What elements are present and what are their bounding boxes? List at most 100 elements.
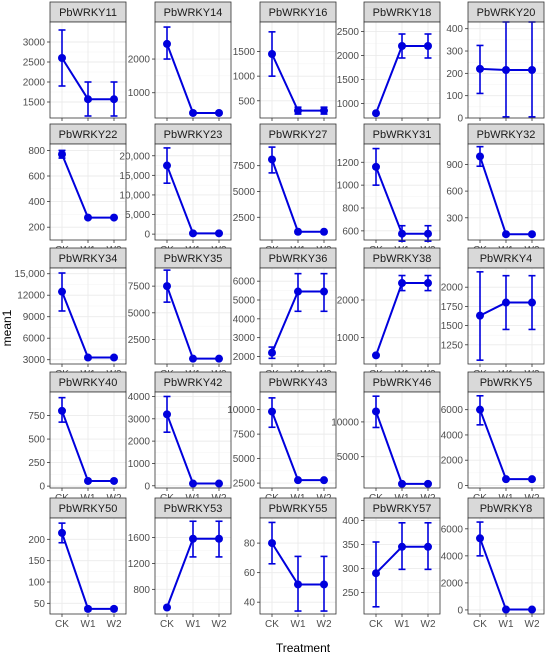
panel-border (154, 391, 232, 489)
y-tick-label: 2500 (233, 479, 256, 490)
y-tick-label: 50 (34, 599, 46, 610)
y-tick-label: 7500 (233, 430, 256, 441)
x-tick-label: W2 (421, 619, 436, 630)
facet-panel: PbWRKY22200400600800CKW1W2 (28, 123, 127, 256)
y-tick-label: 6000 (23, 334, 46, 345)
y-tick-label: 0 (457, 481, 463, 492)
y-tick-label: 1500 (441, 321, 464, 332)
data-point (189, 108, 197, 117)
y-tick-label: 9000 (23, 312, 46, 323)
y-tick-label: 3000 (128, 414, 151, 425)
data-point (398, 479, 406, 488)
data-point (372, 351, 380, 360)
y-tick-label: 10000 (331, 417, 359, 428)
y-tick-label: 300 (446, 213, 463, 224)
y-tick-label: 0 (457, 114, 463, 125)
data-point (372, 569, 380, 578)
y-tick-label: 400 (342, 516, 359, 527)
data-point (84, 353, 92, 362)
data-point (372, 109, 380, 118)
data-point (294, 287, 302, 296)
y-tick-label: 200 (446, 69, 463, 80)
facet-title: PbWRKY5 (480, 377, 533, 389)
data-point (189, 534, 197, 543)
data-point (215, 479, 223, 488)
panel-border (363, 143, 441, 241)
y-tick-label: 15,000 (14, 269, 45, 280)
panel-border (467, 517, 545, 615)
y-tick-label: 600 (28, 172, 45, 183)
facet-title: PbWRKY42 (164, 377, 223, 389)
y-tick-label: 3000 (23, 355, 46, 366)
facet-panel: PbWRKY46500010000CKW1W2 (331, 371, 441, 504)
y-tick-label: 600 (446, 187, 463, 198)
x-tick-label: W2 (317, 619, 332, 630)
facet-title: PbWRKY11 (59, 7, 117, 19)
y-tick-label: 2500 (337, 27, 360, 38)
facet-panel: PbWRKY1650010001500CKW1W2 (233, 1, 337, 134)
data-point (320, 227, 328, 236)
y-tick-label: 100 (446, 91, 463, 102)
y-tick-label: 2000 (441, 456, 464, 467)
data-point (476, 534, 484, 543)
facet-panel: PbWRKY27250050007500CKW1W2 (233, 123, 337, 256)
panel-border (363, 391, 441, 489)
y-tick-label: 2000 (128, 437, 151, 448)
y-tick-label: 0 (144, 481, 150, 492)
y-tick-label: 800 (28, 146, 45, 157)
facet-panel: PbWRKY50 50 100 150 200 CK W1 W2 (28, 497, 127, 630)
y-tick-label: 1000 (128, 88, 151, 99)
data-point (528, 605, 536, 614)
y-tick-label: 750 (28, 411, 45, 422)
data-point (320, 287, 328, 296)
y-tick-label: 4000 (441, 551, 464, 562)
panel-border (154, 21, 232, 119)
y-tick-label: 1500 (337, 75, 360, 86)
data-point (189, 354, 197, 363)
data-point (215, 229, 223, 238)
y-tick-label: 250 (342, 588, 359, 599)
x-tick-label: W1 (395, 619, 410, 630)
y-tick-label: 15,000 (119, 171, 150, 182)
panel-border (259, 517, 337, 615)
data-point (84, 604, 92, 613)
panel-border (259, 21, 337, 119)
y-tick-label: 0 (457, 605, 463, 616)
data-point (268, 348, 276, 357)
panel-border (49, 517, 127, 615)
y-tick-label: 6000 (441, 405, 464, 416)
y-tick-label: 500 (238, 96, 255, 107)
data-point (476, 405, 484, 414)
y-tick-label: 1000 (233, 72, 256, 83)
y-tick-label: 1200 (337, 158, 360, 169)
data-point (215, 534, 223, 543)
y-tick-label: 1000 (337, 333, 360, 344)
facet-title: PbWRKY20 (477, 7, 536, 19)
data-point (424, 479, 432, 488)
panel-border (467, 267, 545, 365)
y-tick-label: 1500 (233, 47, 256, 58)
data-point (372, 407, 380, 416)
data-point (110, 476, 118, 485)
data-point (110, 213, 118, 222)
y-tick-label: 2000 (441, 578, 464, 589)
x-tick-label: CK (55, 619, 69, 630)
y-tick-label: 400 (446, 24, 463, 35)
y-tick-label: 2000 (441, 283, 464, 294)
data-point (163, 161, 171, 170)
facet-title: PbWRKY46 (373, 377, 432, 389)
data-point (320, 580, 328, 589)
facet-panel: PbWRKY32300600900CKW1W2 (446, 123, 545, 256)
y-tick-label: 300 (446, 47, 463, 58)
x-tick-label: W2 (525, 619, 540, 630)
data-point (476, 152, 484, 161)
y-tick-label: 6000 (441, 524, 464, 535)
y-tick-label: 1200 (128, 559, 151, 570)
panel-border (467, 143, 545, 241)
y-tick-label: 20,000 (119, 151, 150, 162)
facet-panel: PbWRKY57 250 300 350 400 CK W1 W2 (342, 497, 441, 630)
data-point (84, 476, 92, 485)
x-tick-label: W1 (186, 619, 201, 630)
panel-border (363, 267, 441, 365)
